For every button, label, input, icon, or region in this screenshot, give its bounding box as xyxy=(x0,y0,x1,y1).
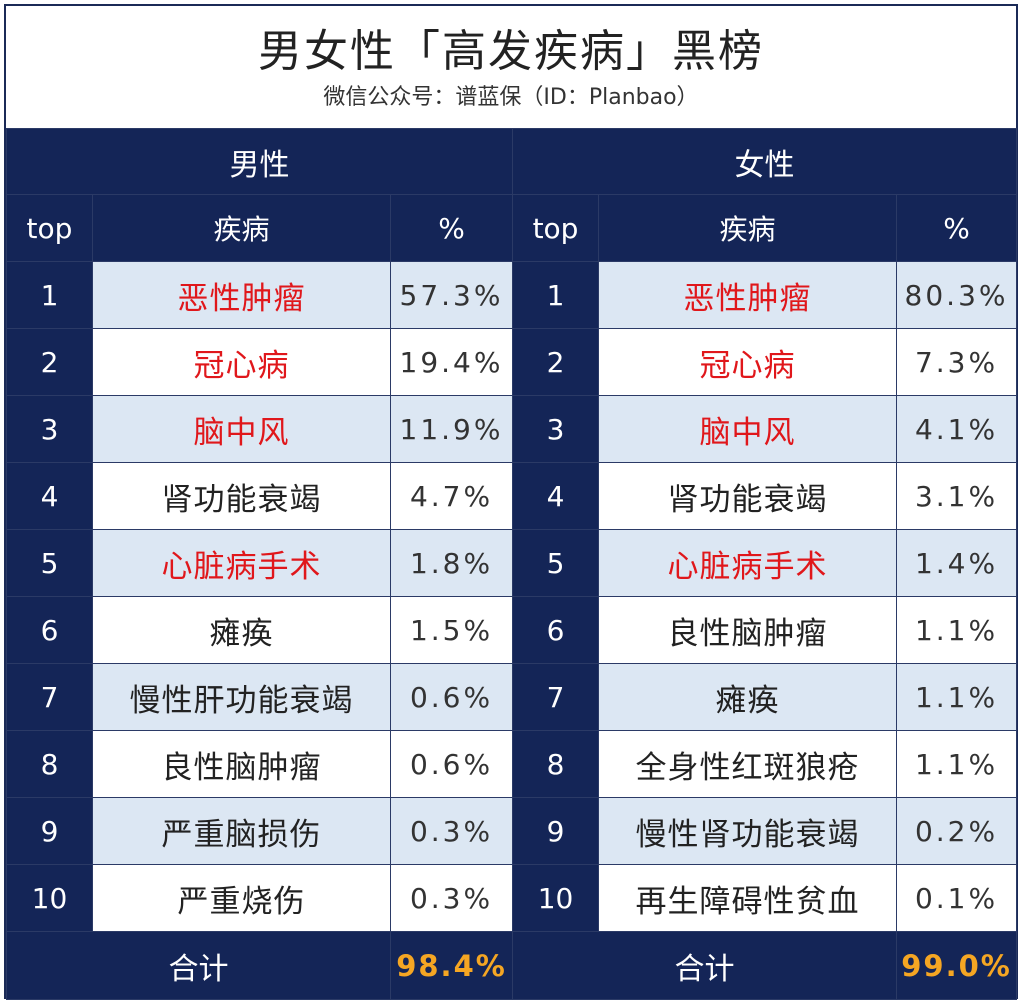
table-row: 7 慢性肝功能衰竭 0.6% 7 瘫痪 1.1% xyxy=(6,663,1018,731)
female-percent-cell: 80.3% xyxy=(896,261,1018,329)
female-disease-cell: 脑中风 xyxy=(598,395,898,463)
total-row: 合计 98.4% 合计 99.0% xyxy=(6,931,1018,1000)
male-disease-cell: 严重脑损伤 xyxy=(92,797,391,865)
female-disease-header: 疾病 xyxy=(598,194,898,262)
female-rank-cell: 9 xyxy=(512,797,600,865)
female-percent-cell: 1.1% xyxy=(896,663,1018,731)
table-row: 9 严重脑损伤 0.3% 9 慢性肾功能衰竭 0.2% xyxy=(6,797,1018,865)
title-area: 男女性「高发疾病」黑榜 微信公众号：谱蓝保（ID：Planbao） xyxy=(6,6,1016,126)
female-rank-cell: 4 xyxy=(512,462,600,530)
table-row: 6 瘫痪 1.5% 6 良性脑肿瘤 1.1% xyxy=(6,596,1018,664)
table-row: 10 严重烧伤 0.3% 10 再生障碍性贫血 0.1% xyxy=(6,864,1018,932)
female-rank-cell: 7 xyxy=(512,663,600,731)
female-disease-cell: 良性脑肿瘤 xyxy=(598,596,898,664)
female-percent-cell: 1.4% xyxy=(896,529,1018,597)
female-rank-header: top xyxy=(512,194,600,262)
female-rank-cell: 10 xyxy=(512,864,600,932)
male-rank-cell: 8 xyxy=(6,730,93,798)
female-rank-cell: 6 xyxy=(512,596,600,664)
female-percent-cell: 7.3% xyxy=(896,328,1018,396)
female-rank-cell: 5 xyxy=(512,529,600,597)
male-percent-cell: 0.6% xyxy=(389,730,514,798)
female-disease-cell: 瘫痪 xyxy=(598,663,898,731)
female-pct-header: % xyxy=(896,194,1018,262)
female-percent-cell: 1.1% xyxy=(896,730,1018,798)
male-disease-header: 疾病 xyxy=(92,194,391,262)
table-row: 2 冠心病 19.4% 2 冠心病 7.3% xyxy=(6,328,1018,396)
female-disease-cell: 心脏病手术 xyxy=(598,529,898,597)
female-percent-cell: 4.1% xyxy=(896,395,1018,463)
male-percent-cell: 11.9% xyxy=(389,395,514,463)
female-percent-cell: 0.1% xyxy=(896,864,1018,932)
male-percent-cell: 1.8% xyxy=(389,529,514,597)
table-row: 3 脑中风 11.9% 3 脑中风 4.1% xyxy=(6,395,1018,463)
female-disease-cell: 全身性红斑狼疮 xyxy=(598,730,898,798)
male-disease-cell: 肾功能衰竭 xyxy=(92,462,391,530)
female-percent-cell: 1.1% xyxy=(896,596,1018,664)
female-percent-cell: 0.2% xyxy=(896,797,1018,865)
male-rank-cell: 1 xyxy=(6,261,93,329)
male-rank-cell: 9 xyxy=(6,797,93,865)
female-group-header: 女性 xyxy=(512,128,1018,195)
male-disease-cell: 良性脑肿瘤 xyxy=(92,730,391,798)
male-total-value: 98.4% xyxy=(389,931,514,1000)
table-row: 1 恶性肿瘤 57.3% 1 恶性肿瘤 80.3% xyxy=(6,261,1018,329)
female-disease-cell: 慢性肾功能衰竭 xyxy=(598,797,898,865)
male-percent-cell: 1.5% xyxy=(389,596,514,664)
infographic-frame: 男女性「高发疾病」黑榜 微信公众号：谱蓝保（ID：Planbao） 男性 女性 … xyxy=(4,4,1018,1000)
male-rank-header: top xyxy=(6,194,93,262)
male-rank-cell: 7 xyxy=(6,663,93,731)
male-disease-cell: 严重烧伤 xyxy=(92,864,391,932)
male-disease-cell: 恶性肿瘤 xyxy=(92,261,391,329)
female-rank-cell: 8 xyxy=(512,730,600,798)
male-group-header: 男性 xyxy=(5,128,514,195)
male-rank-cell: 6 xyxy=(6,596,93,664)
female-disease-cell: 肾功能衰竭 xyxy=(598,462,898,530)
male-percent-cell: 57.3% xyxy=(389,261,514,329)
table-row: 4 肾功能衰竭 4.7% 4 肾功能衰竭 3.1% xyxy=(6,462,1018,530)
page-title: 男女性「高发疾病」黑榜 xyxy=(258,26,764,77)
male-disease-cell: 冠心病 xyxy=(92,328,391,396)
male-percent-cell: 4.7% xyxy=(389,462,514,530)
male-disease-cell: 瘫痪 xyxy=(92,596,391,664)
female-disease-cell: 冠心病 xyxy=(598,328,898,396)
male-rank-cell: 4 xyxy=(6,462,93,530)
female-rank-cell: 3 xyxy=(512,395,600,463)
disease-ranking-table: 男性 女性 top 疾病 % top 疾病 % 1 恶性肿瘤 57.3% 1 恶性肿瘤 8… xyxy=(5,128,1018,1000)
table-row: 5 心脏病手术 1.8% 5 心脏病手术 1.4% xyxy=(6,529,1018,597)
male-total-label: 合计 xyxy=(6,931,391,1000)
male-rank-cell: 10 xyxy=(6,864,93,932)
female-rank-cell: 1 xyxy=(512,261,600,329)
female-total-label: 合计 xyxy=(512,931,898,1000)
male-pct-header: % xyxy=(389,194,514,262)
female-disease-cell: 恶性肿瘤 xyxy=(598,261,898,329)
female-total-value: 99.0% xyxy=(896,931,1018,1000)
male-disease-cell: 心脏病手术 xyxy=(92,529,391,597)
male-rank-cell: 3 xyxy=(6,395,93,463)
male-disease-cell: 脑中风 xyxy=(92,395,391,463)
male-percent-cell: 0.6% xyxy=(389,663,514,731)
table-body: 1 恶性肿瘤 57.3% 1 恶性肿瘤 80.3% 2 冠心病 19.4% 2 冠心病 7.3% 3 脑中… xyxy=(6,261,1018,932)
male-percent-cell: 19.4% xyxy=(389,328,514,396)
female-disease-cell: 再生障碍性贫血 xyxy=(598,864,898,932)
page-subtitle: 微信公众号：谱蓝保（ID：Planbao） xyxy=(323,85,699,110)
male-rank-cell: 2 xyxy=(6,328,93,396)
male-percent-cell: 0.3% xyxy=(389,797,514,865)
male-disease-cell: 慢性肝功能衰竭 xyxy=(92,663,391,731)
female-percent-cell: 3.1% xyxy=(896,462,1018,530)
table-row: 8 良性脑肿瘤 0.6% 8 全身性红斑狼疮 1.1% xyxy=(6,730,1018,798)
male-percent-cell: 0.3% xyxy=(389,864,514,932)
female-rank-cell: 2 xyxy=(512,328,600,396)
male-rank-cell: 5 xyxy=(6,529,93,597)
